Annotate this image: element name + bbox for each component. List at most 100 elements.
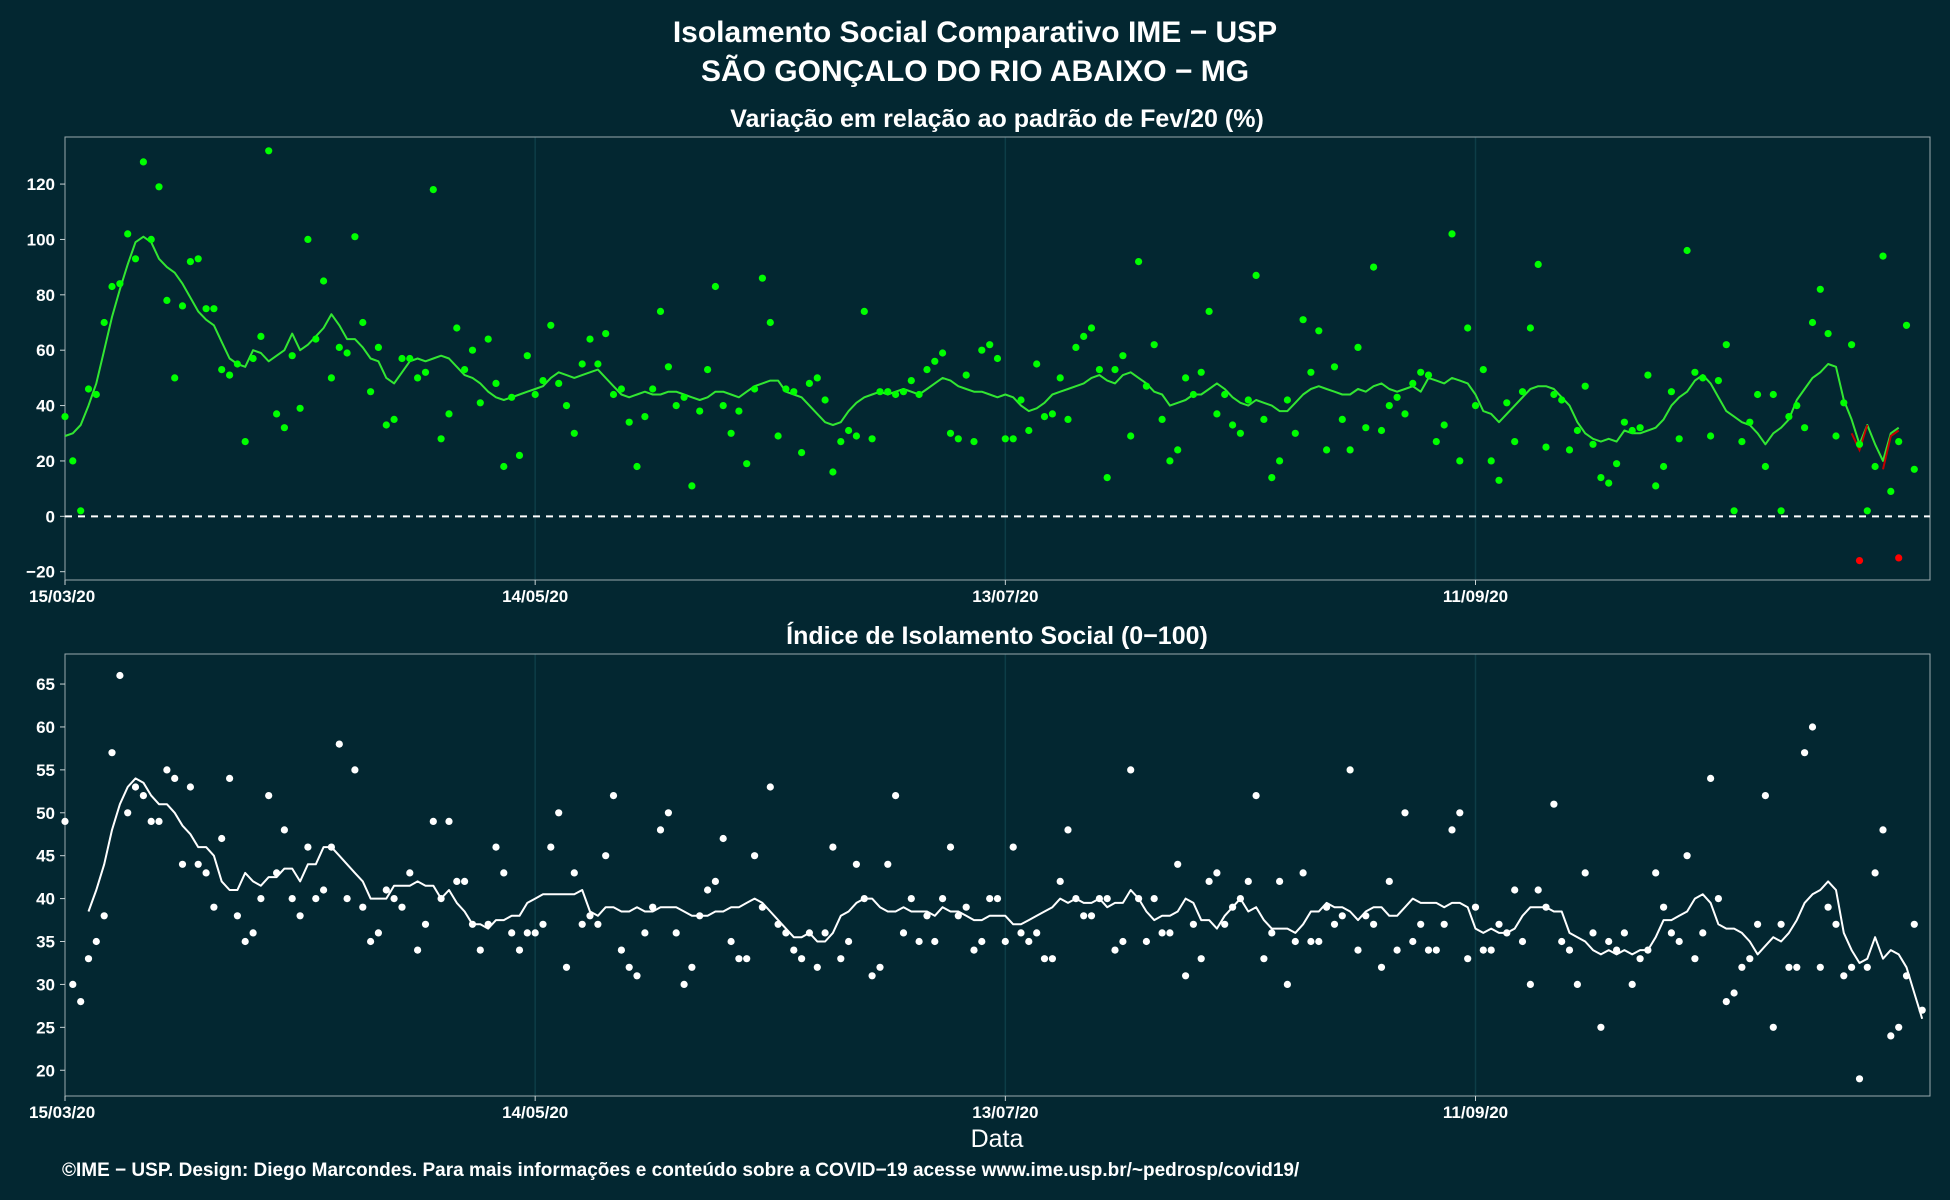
top-data-point xyxy=(633,462,641,471)
top-data-point xyxy=(790,388,798,396)
top-data-point xyxy=(500,462,508,471)
bottom-data-point xyxy=(1503,929,1511,937)
top-data-point xyxy=(280,424,288,432)
bottom-data-point xyxy=(954,912,962,920)
top-data-point xyxy=(1056,374,1064,382)
bottom-data-point xyxy=(367,937,375,946)
bottom-data-point xyxy=(915,937,923,946)
bottom-y-tick-label: 35 xyxy=(36,933,55,952)
top-data-point xyxy=(202,305,210,313)
top-data-point xyxy=(962,371,970,379)
bottom-data-point xyxy=(617,946,626,954)
bottom-data-point xyxy=(304,843,312,851)
bottom-x-tick-label: 15/03/20 xyxy=(29,1103,95,1122)
top-data-point xyxy=(1589,440,1597,448)
top-data-point xyxy=(1808,318,1817,327)
top-data-point xyxy=(1346,446,1354,454)
bottom-y-tick-label: 25 xyxy=(36,1018,55,1037)
top-data-point xyxy=(241,438,249,446)
bottom-data-point xyxy=(445,817,453,826)
bottom-data-point xyxy=(1080,912,1088,920)
bottom-data-point xyxy=(656,826,665,834)
top-plot-border xyxy=(64,136,1931,581)
top-data-point xyxy=(453,324,461,332)
top-data-point xyxy=(1409,379,1417,387)
bottom-data-point xyxy=(876,963,884,971)
top-data-point xyxy=(178,302,187,310)
top-data-point xyxy=(1315,327,1323,335)
top-data-point xyxy=(1714,377,1722,385)
bottom-data-point xyxy=(476,946,484,954)
top-data-point xyxy=(852,432,861,440)
bottom-data-point xyxy=(1166,929,1174,937)
bottom-data-point xyxy=(711,877,720,886)
top-data-point xyxy=(1448,230,1456,238)
bottom-data-point xyxy=(1119,937,1127,946)
top-data-point xyxy=(892,390,900,399)
bottom-data-point xyxy=(1464,955,1472,963)
top-data-point xyxy=(398,354,406,363)
bottom-data-point xyxy=(1855,1075,1864,1083)
top-data-point xyxy=(1628,426,1636,435)
bottom-data-point xyxy=(1244,877,1252,886)
bottom-data-point xyxy=(1910,920,1918,928)
bottom-data-point xyxy=(1550,800,1558,808)
top-data-point xyxy=(1636,424,1644,432)
bottom-data-point xyxy=(578,920,586,928)
bottom-data-point xyxy=(1377,963,1386,971)
top-chart-panel: −20 0 20 40 60 80 100 120 15/03/20 14/05/20 13/07/… xyxy=(26,136,1931,606)
top-data-point xyxy=(1895,438,1903,446)
top-data-point xyxy=(461,366,469,374)
top-data-point xyxy=(1025,426,1033,435)
top-data-point xyxy=(1699,374,1707,382)
bottom-y-tick-label: 40 xyxy=(36,890,55,909)
top-data-point xyxy=(539,377,547,385)
top-negative-point xyxy=(1895,554,1903,562)
bottom-data-point xyxy=(1197,955,1205,963)
bottom-data-point xyxy=(218,834,226,843)
bottom-data-point xyxy=(837,955,845,963)
bottom-data-point xyxy=(547,843,555,851)
top-data-point xyxy=(273,410,281,418)
top-data-point xyxy=(327,374,335,382)
bottom-data-point xyxy=(1315,937,1323,946)
top-data-point xyxy=(108,282,116,291)
bottom-data-point xyxy=(1087,912,1096,920)
bottom-data-point xyxy=(1009,843,1017,851)
top-data-point xyxy=(1142,382,1150,390)
top-data-point xyxy=(116,280,124,288)
top-y-tick-label: 80 xyxy=(36,286,55,305)
bottom-data-point xyxy=(69,980,77,989)
top-y-tick-label: 0 xyxy=(46,507,55,526)
top-data-point xyxy=(1182,374,1190,382)
bottom-data-point xyxy=(1644,946,1652,954)
top-data-point xyxy=(288,352,296,360)
bottom-data-point xyxy=(1777,920,1785,928)
top-data-point xyxy=(1675,435,1683,443)
top-data-point xyxy=(986,341,994,349)
top-data-point xyxy=(124,230,132,238)
top-chart-title: Variação em relação ao padrão de Fev/20 … xyxy=(730,105,1264,133)
top-data-point xyxy=(1503,399,1511,407)
top-data-point xyxy=(1213,410,1221,418)
bottom-data-point xyxy=(1072,895,1080,903)
bottom-data-point xyxy=(1785,963,1793,971)
top-data-point xyxy=(359,318,367,327)
top-data-point xyxy=(1127,432,1135,440)
top-data-point xyxy=(1244,396,1252,404)
top-data-point xyxy=(445,410,453,418)
top-data-point xyxy=(1393,393,1401,401)
bottom-data-point xyxy=(1150,895,1158,903)
bottom-data-point xyxy=(437,895,445,903)
top-data-point xyxy=(194,255,202,263)
top-data-point xyxy=(1581,382,1589,390)
top-data-point xyxy=(139,158,147,166)
top-data-point xyxy=(1440,421,1448,429)
top-data-point xyxy=(1707,432,1715,440)
top-data-point xyxy=(641,413,649,421)
top-data-point xyxy=(1471,402,1480,410)
top-data-point xyxy=(508,393,516,401)
top-data-point xyxy=(468,346,477,354)
top-data-point xyxy=(429,186,437,194)
bottom-data-point xyxy=(1205,877,1213,886)
